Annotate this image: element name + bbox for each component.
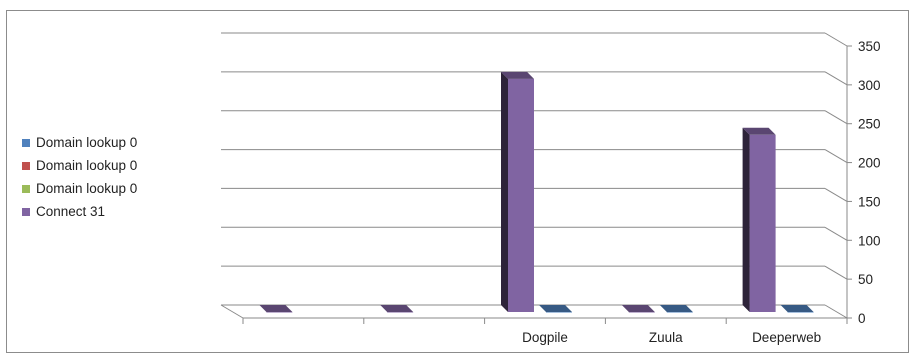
bar-side [501, 71, 508, 312]
gridline-side-1 [824, 265, 848, 280]
gridline-side-0 [824, 304, 848, 319]
bars [259, 71, 814, 313]
legend-swatch-3 [22, 207, 30, 216]
legend: Domain lookup 0 Domain lookup 0 Domain l… [22, 131, 222, 223]
floor-left-edge [220, 304, 244, 319]
gridline-side-6 [824, 71, 848, 86]
y-tick-labels: 0 50 100 150 200 250 300 350 [858, 39, 881, 326]
bar-s3-c3 [621, 305, 655, 313]
legend-label-0: Domain lookup 0 [36, 135, 138, 150]
bar-top [659, 305, 693, 312]
legend-item-1: Domain lookup 0 [22, 154, 222, 177]
legend-item-3: Connect 31 [22, 200, 222, 223]
y-tick-label-6: 300 [858, 78, 881, 93]
bar-top [539, 305, 572, 312]
axes [220, 45, 852, 324]
bar-top [501, 71, 534, 79]
bar-top [259, 305, 293, 312]
gridline-side-2 [824, 226, 848, 241]
bar-s3-c1 [380, 305, 414, 313]
y-tick-label-5: 250 [858, 117, 881, 132]
y-tick-label-0: 0 [858, 311, 866, 326]
legend-label-1: Domain lookup 0 [36, 158, 138, 173]
x-tick-label-2: Dogpile [522, 330, 568, 345]
x-tick-labels: Dogpile Zuula Deeperweb [522, 330, 821, 345]
bar-s0-c4 [780, 305, 814, 313]
bar-front [787, 312, 814, 313]
bar-s3-c2 [501, 71, 534, 312]
legend-label-2: Domain lookup 0 [36, 181, 138, 196]
legend-item-2: Domain lookup 0 [22, 177, 222, 200]
y-tick-label-7: 350 [858, 39, 881, 54]
bar-s3-c0 [259, 305, 293, 313]
legend-swatch-2 [22, 184, 30, 193]
bar-s0-c3 [659, 305, 693, 313]
y-tick-label-2: 100 [858, 233, 881, 248]
bar-s3-c4 [742, 127, 776, 312]
legend-item-0: Domain lookup 0 [22, 131, 222, 154]
bar-s0-c2 [539, 305, 572, 313]
bar-top [780, 305, 814, 312]
bar-front [628, 312, 655, 313]
bar-front [266, 312, 293, 313]
bar-side [742, 127, 750, 312]
y-tick-label-3: 150 [858, 194, 881, 209]
x-tick-label-4: Deeperweb [752, 330, 821, 345]
legend-swatch-0 [22, 138, 30, 147]
bar-top [380, 305, 414, 312]
y-tick-label-1: 50 [858, 272, 873, 287]
gridline-side-5 [824, 110, 848, 125]
legend-label-3: Connect 31 [36, 204, 106, 219]
gridline-side-7 [824, 32, 848, 47]
gridline-side-4 [824, 149, 848, 164]
bar-front [749, 134, 776, 312]
bar-front [546, 312, 572, 313]
gridline-side-3 [824, 187, 848, 202]
bar-front [387, 312, 414, 313]
x-tick-label-3: Zuula [649, 330, 683, 345]
bar-front [666, 312, 693, 313]
bar-front [508, 78, 534, 312]
bar-top [621, 305, 655, 312]
bar-top [742, 127, 776, 135]
y-tick-label-4: 200 [858, 156, 881, 171]
legend-swatch-1 [22, 161, 30, 170]
